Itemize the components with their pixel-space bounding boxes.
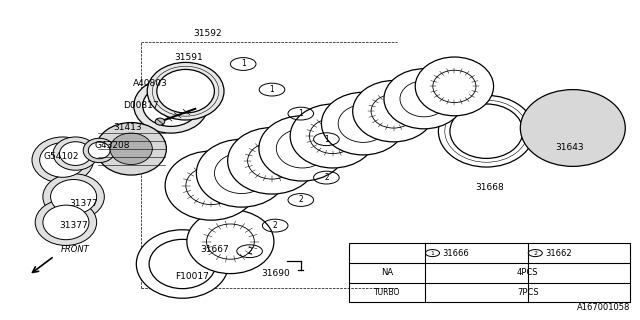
- Text: A40803: A40803: [133, 79, 168, 88]
- Bar: [349, 243, 630, 302]
- Text: 1: 1: [431, 251, 435, 256]
- Ellipse shape: [35, 199, 97, 245]
- Ellipse shape: [214, 153, 269, 194]
- Text: 2: 2: [273, 221, 278, 230]
- Text: 31377: 31377: [69, 199, 97, 208]
- Ellipse shape: [83, 138, 115, 163]
- Ellipse shape: [532, 98, 614, 158]
- Text: F10017: F10017: [175, 272, 209, 281]
- Text: FRONT: FRONT: [61, 245, 90, 254]
- Text: TURBO: TURBO: [374, 288, 400, 297]
- Ellipse shape: [143, 85, 199, 126]
- Ellipse shape: [321, 92, 405, 155]
- Ellipse shape: [438, 95, 534, 167]
- Ellipse shape: [433, 70, 476, 102]
- Text: 31643: 31643: [556, 143, 584, 152]
- Ellipse shape: [157, 69, 214, 113]
- Ellipse shape: [147, 62, 224, 120]
- Ellipse shape: [149, 239, 216, 289]
- Text: G43208: G43208: [94, 141, 130, 150]
- Ellipse shape: [186, 167, 237, 204]
- Ellipse shape: [541, 105, 605, 151]
- Text: D00817: D00817: [123, 101, 159, 110]
- Ellipse shape: [43, 205, 89, 240]
- Text: 2: 2: [298, 196, 303, 204]
- Ellipse shape: [276, 129, 328, 168]
- Ellipse shape: [520, 90, 625, 166]
- Ellipse shape: [53, 137, 98, 170]
- Ellipse shape: [371, 94, 416, 128]
- Ellipse shape: [32, 137, 93, 183]
- Text: 31662: 31662: [545, 249, 572, 258]
- Text: NA: NA: [381, 268, 393, 277]
- Ellipse shape: [96, 123, 166, 175]
- Text: 2: 2: [247, 247, 252, 256]
- Ellipse shape: [134, 78, 208, 133]
- Ellipse shape: [290, 104, 376, 168]
- Text: 31667: 31667: [200, 245, 228, 254]
- Ellipse shape: [88, 142, 110, 159]
- Text: 31592: 31592: [194, 29, 222, 38]
- Ellipse shape: [353, 81, 435, 142]
- Text: 2: 2: [324, 173, 329, 182]
- Ellipse shape: [43, 174, 104, 220]
- Ellipse shape: [196, 139, 287, 207]
- Ellipse shape: [207, 224, 254, 259]
- Text: 31666: 31666: [443, 249, 470, 258]
- Text: 31668: 31668: [476, 183, 504, 192]
- Text: A167001058: A167001058: [577, 303, 630, 312]
- Ellipse shape: [338, 105, 388, 142]
- Ellipse shape: [415, 57, 493, 116]
- Text: 31413: 31413: [114, 124, 142, 132]
- Text: 1: 1: [241, 60, 246, 68]
- Text: G54102: G54102: [43, 152, 79, 161]
- Ellipse shape: [557, 117, 588, 139]
- Ellipse shape: [400, 81, 448, 117]
- Ellipse shape: [450, 104, 523, 158]
- Text: 1: 1: [324, 135, 329, 144]
- Ellipse shape: [309, 118, 356, 154]
- Ellipse shape: [165, 151, 257, 220]
- Text: 7PCS: 7PCS: [517, 288, 538, 297]
- Text: 2: 2: [533, 251, 538, 256]
- Text: 31377: 31377: [60, 221, 88, 230]
- Ellipse shape: [136, 230, 228, 298]
- Ellipse shape: [40, 143, 86, 177]
- Ellipse shape: [187, 210, 274, 274]
- Ellipse shape: [60, 142, 92, 165]
- Ellipse shape: [384, 69, 464, 129]
- Text: 31690: 31690: [261, 269, 289, 278]
- Text: 4PCS: 4PCS: [517, 268, 538, 277]
- Ellipse shape: [550, 111, 596, 145]
- Ellipse shape: [228, 128, 316, 194]
- Ellipse shape: [248, 142, 296, 179]
- Text: 1: 1: [298, 109, 303, 118]
- Text: 31591: 31591: [175, 53, 203, 62]
- Ellipse shape: [155, 118, 165, 125]
- Ellipse shape: [51, 180, 97, 214]
- Ellipse shape: [110, 133, 152, 164]
- Ellipse shape: [259, 116, 346, 181]
- Text: 1: 1: [269, 85, 275, 94]
